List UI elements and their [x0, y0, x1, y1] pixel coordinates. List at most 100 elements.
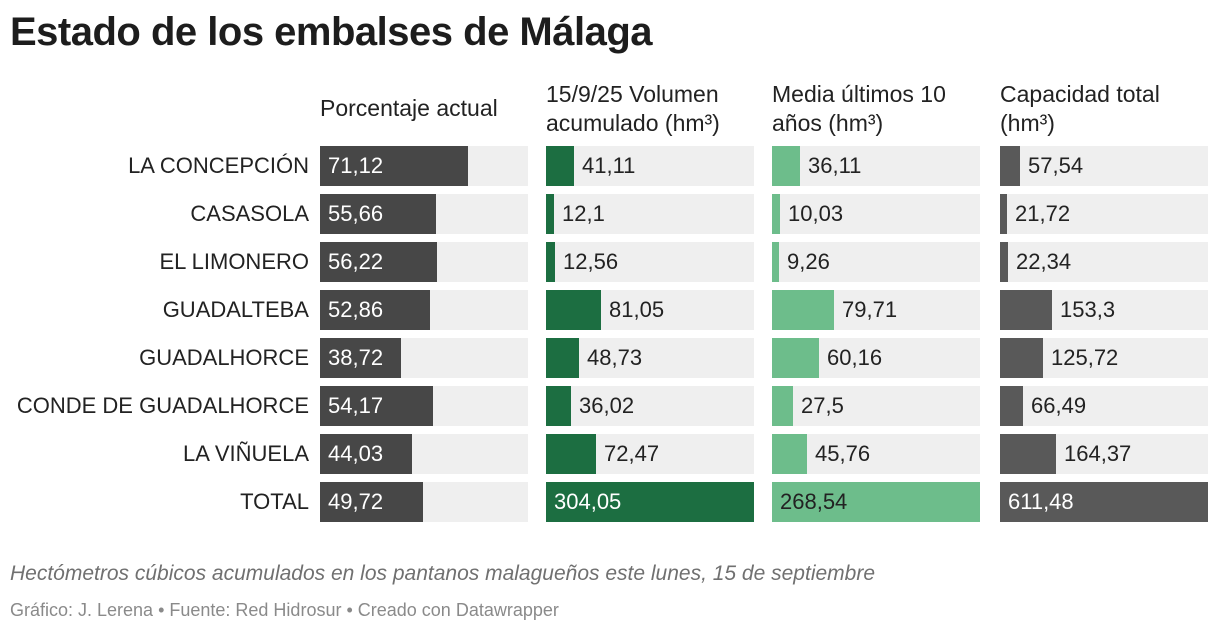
- value-label-volumen: 48,73: [587, 345, 643, 370]
- bar-track: 27,5: [772, 386, 980, 426]
- value-label-volumen: 304,05: [554, 489, 622, 514]
- column-header-media: Media últimos 10 años (hm³): [772, 81, 946, 136]
- bar-media: [772, 146, 800, 186]
- bar-volumen: [546, 338, 579, 378]
- bar-capacidad: [1000, 242, 1008, 282]
- value-label-capacidad: 611,48: [1008, 489, 1074, 514]
- bar-capacidad: [1000, 434, 1056, 474]
- bar-track: 268,54: [772, 482, 980, 522]
- value-label-media: 10,03: [788, 201, 844, 226]
- bar-track: 52,86: [320, 290, 528, 330]
- value-label-capacidad: 57,54: [1028, 153, 1084, 178]
- bar-capacidad: [1000, 146, 1020, 186]
- value-label-volumen: 12,56: [563, 249, 619, 274]
- bar-capacidad: [1000, 386, 1023, 426]
- value-label-volumen: 36,02: [579, 393, 635, 418]
- bar-track: 72,47: [546, 434, 754, 474]
- bar-track: 79,71: [772, 290, 980, 330]
- bar-track: 81,05: [546, 290, 754, 330]
- bar-media: [772, 386, 793, 426]
- bar-track: 55,66: [320, 194, 528, 234]
- bar-capacidad: [1000, 194, 1007, 234]
- bar-capacidad: [1000, 338, 1043, 378]
- chart-title: Estado de los embalses de Málaga: [10, 10, 653, 54]
- bar-track: 56,22: [320, 242, 528, 282]
- row-label: LA CONCEPCIÓN: [128, 153, 309, 178]
- bar-volumen: [546, 386, 571, 426]
- bar-track: 49,72: [320, 482, 528, 522]
- bar-track: 44,03: [320, 434, 528, 474]
- value-label-volumen: 12,1: [562, 201, 605, 226]
- value-label-capacidad: 22,34: [1016, 249, 1072, 274]
- row-label: LA VIÑUELA: [183, 441, 309, 466]
- value-label-volumen: 41,11: [582, 153, 636, 178]
- row-label: CASASOLA: [190, 201, 309, 226]
- value-label-porcentaje: 55,66: [328, 201, 384, 226]
- bar-porcentaje: [320, 290, 430, 330]
- bar-porcentaje: [320, 386, 433, 426]
- value-label-porcentaje: 44,03: [328, 441, 384, 466]
- bar-track: 164,37: [1000, 434, 1208, 474]
- column-header-capacidad: Capacidad total (hm³): [1000, 81, 1160, 136]
- bar-volumen: [546, 290, 601, 330]
- row-label: GUADALTEBA: [162, 297, 309, 322]
- value-label-capacidad: 125,72: [1051, 345, 1119, 370]
- value-label-media: 27,5: [801, 393, 844, 418]
- bar-volumen: [546, 482, 754, 522]
- bar-track: 41,11: [546, 146, 754, 186]
- value-label-media: 268,54: [780, 489, 848, 514]
- bar-media: [772, 242, 779, 282]
- bar-porcentaje: [320, 194, 436, 234]
- value-label-media: 45,76: [815, 441, 871, 466]
- bar-track: 22,34: [1000, 242, 1208, 282]
- value-label-porcentaje: 56,22: [328, 249, 384, 274]
- bar-track: 21,72: [1000, 194, 1208, 234]
- bar-track: 36,11: [772, 146, 980, 186]
- bar-track: 38,72: [320, 338, 528, 378]
- row-label: CONDE DE GUADALHORCE: [16, 393, 309, 418]
- value-label-porcentaje: 52,86: [328, 297, 384, 322]
- value-label-capacidad: 153,3: [1060, 297, 1116, 322]
- value-label-porcentaje: 49,72: [328, 489, 384, 514]
- bar-media: [772, 434, 807, 474]
- bar-track: 36,02: [546, 386, 754, 426]
- value-label-capacidad: 66,49: [1031, 393, 1087, 418]
- value-label-capacidad: 21,72: [1015, 201, 1071, 226]
- value-label-media: 9,26: [787, 249, 830, 274]
- bar-media: [772, 194, 780, 234]
- bar-volumen: [546, 194, 554, 234]
- bar-track: 125,72: [1000, 338, 1208, 378]
- bar-volumen: [546, 146, 574, 186]
- column-header-volumen: 15/9/25 Volumen acumulado (hm³): [546, 81, 720, 136]
- bar-track: 10,03: [772, 194, 980, 234]
- row-label: EL LIMONERO: [159, 249, 309, 274]
- value-label-media: 60,16: [827, 345, 883, 370]
- row-label: GUADALHORCE: [139, 345, 309, 370]
- bar-track: 304,05: [546, 482, 754, 522]
- bar-volumen: [546, 242, 555, 282]
- bar-capacidad: [1000, 290, 1052, 330]
- bar-porcentaje: [320, 242, 437, 282]
- bar-porcentaje: [320, 338, 401, 378]
- bar-media: [772, 338, 819, 378]
- bar-track: 12,1: [546, 194, 754, 234]
- bar-porcentaje: [320, 146, 468, 186]
- bar-media: [772, 482, 980, 522]
- value-label-porcentaje: 38,72: [328, 345, 384, 370]
- bar-media: [772, 290, 834, 330]
- bar-track: 12,56: [546, 242, 754, 282]
- chart-description: Hectómetros cúbicos acumulados en los pa…: [10, 562, 876, 585]
- chart-credits: Gráfico: J. Lerena • Fuente: Red Hidrosu…: [10, 600, 559, 620]
- bar-capacidad: [1000, 482, 1208, 522]
- bar-track: 66,49: [1000, 386, 1208, 426]
- column-header-porcentaje: Porcentaje actual: [320, 95, 498, 121]
- row-label: TOTAL: [240, 489, 309, 514]
- value-label-volumen: 72,47: [604, 441, 660, 466]
- value-label-media: 79,71: [842, 297, 898, 322]
- value-label-media: 36,11: [808, 153, 862, 178]
- bar-track: 153,3: [1000, 290, 1208, 330]
- value-label-porcentaje: 71,12: [328, 153, 384, 178]
- bar-porcentaje: [320, 482, 423, 522]
- value-label-porcentaje: 54,17: [328, 393, 384, 418]
- bar-track: 45,76: [772, 434, 980, 474]
